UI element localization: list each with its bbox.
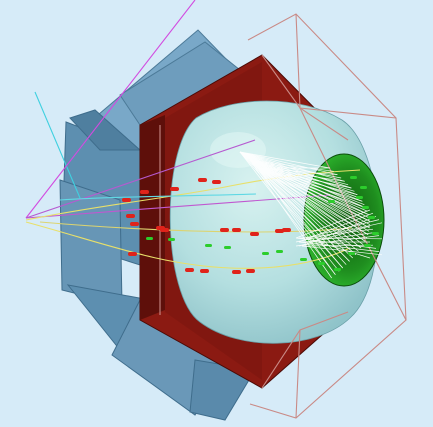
green-hit — [360, 186, 367, 189]
red-hit — [246, 269, 255, 273]
green-hit — [318, 262, 325, 265]
green-hit — [276, 250, 283, 253]
green-hit — [205, 244, 212, 247]
green-hit — [364, 244, 371, 247]
photon-track — [249, 159, 334, 172]
red-hit — [232, 270, 241, 274]
red-hit — [126, 214, 135, 218]
track-yellow-lower — [25, 221, 351, 269]
photon-track — [249, 159, 340, 272]
red-hit — [275, 229, 284, 233]
photon-track — [249, 159, 365, 205]
photon-track — [239, 151, 331, 169]
photon-track — [249, 159, 349, 186]
photon-track — [257, 167, 370, 229]
photon-track — [239, 151, 338, 176]
photon-track — [304, 237, 371, 259]
green-hit — [350, 176, 357, 179]
photon-track — [257, 167, 367, 209]
photon-track — [295, 222, 383, 243]
track-cyan-inner — [59, 193, 257, 201]
red-hit — [198, 178, 207, 182]
photon-track — [301, 245, 383, 256]
red-hit — [122, 198, 131, 202]
photon-track — [239, 151, 352, 189]
photon-track — [249, 159, 355, 192]
photon-track — [257, 167, 369, 215]
photon-track — [257, 167, 338, 176]
photon-track — [257, 167, 352, 189]
photon-track — [257, 167, 366, 242]
photon-track — [257, 167, 343, 269]
photon-track — [249, 159, 332, 279]
red-hit — [220, 228, 229, 232]
track-magenta-mid — [25, 139, 256, 219]
red-hit — [170, 187, 179, 191]
photon-track — [249, 159, 361, 199]
photon-track — [295, 235, 380, 247]
red-hits — [122, 178, 291, 274]
outer-wireframe — [159, 13, 407, 419]
photon-track — [298, 212, 374, 243]
green-hit — [328, 200, 335, 203]
track-magenta-upper — [25, 0, 196, 219]
photon-track — [239, 151, 358, 195]
green-hit — [368, 216, 375, 219]
photon-track — [249, 159, 368, 212]
green-hit — [146, 237, 153, 240]
green-hit — [334, 268, 341, 271]
photon-track — [257, 167, 336, 275]
photon-track — [304, 219, 380, 239]
track-magenta-lower — [25, 194, 331, 219]
red-hit — [212, 180, 221, 184]
photon-tracks — [239, 151, 383, 279]
red-hit — [250, 232, 259, 236]
green-hits — [146, 176, 379, 271]
red-hit — [185, 268, 194, 272]
green-hit — [348, 252, 355, 255]
photon-track — [298, 225, 371, 247]
photon-track — [257, 167, 358, 196]
wireframe-hex-outer — [247, 13, 407, 419]
wireframe-lower — [295, 329, 301, 419]
photon-track — [239, 151, 345, 182]
red-hit — [282, 228, 291, 232]
red-hit — [160, 228, 169, 232]
photon-track — [301, 228, 374, 239]
hexagon-side-dark — [140, 115, 165, 320]
green-hit — [372, 232, 379, 235]
photon-track — [257, 167, 362, 249]
green-hit — [224, 246, 231, 249]
photon-track — [295, 237, 377, 249]
wireframe-side — [261, 54, 349, 141]
red-hit — [140, 190, 149, 194]
photon-track — [249, 159, 342, 179]
red-hit — [232, 228, 241, 232]
green-hit — [362, 206, 369, 209]
photon-track — [257, 167, 363, 202]
red-hit — [128, 252, 137, 256]
photon-track — [257, 167, 371, 222]
green-hit — [262, 252, 269, 255]
green-hit — [300, 258, 307, 261]
photon-track — [295, 209, 371, 239]
photon-track — [257, 167, 345, 182]
wireframe-side-low — [261, 311, 349, 389]
photon-track — [239, 151, 363, 202]
photon-track — [304, 244, 374, 247]
green-hit — [356, 196, 363, 199]
red-hit — [130, 222, 139, 226]
photon-track — [298, 241, 380, 252]
wireframe-bottom — [299, 107, 407, 321]
green-hit — [168, 238, 175, 241]
track-cyan — [34, 91, 81, 199]
photon-track — [239, 151, 336, 275]
red-hit — [200, 269, 209, 273]
photon-track — [298, 237, 383, 240]
photon-track — [257, 167, 369, 235]
